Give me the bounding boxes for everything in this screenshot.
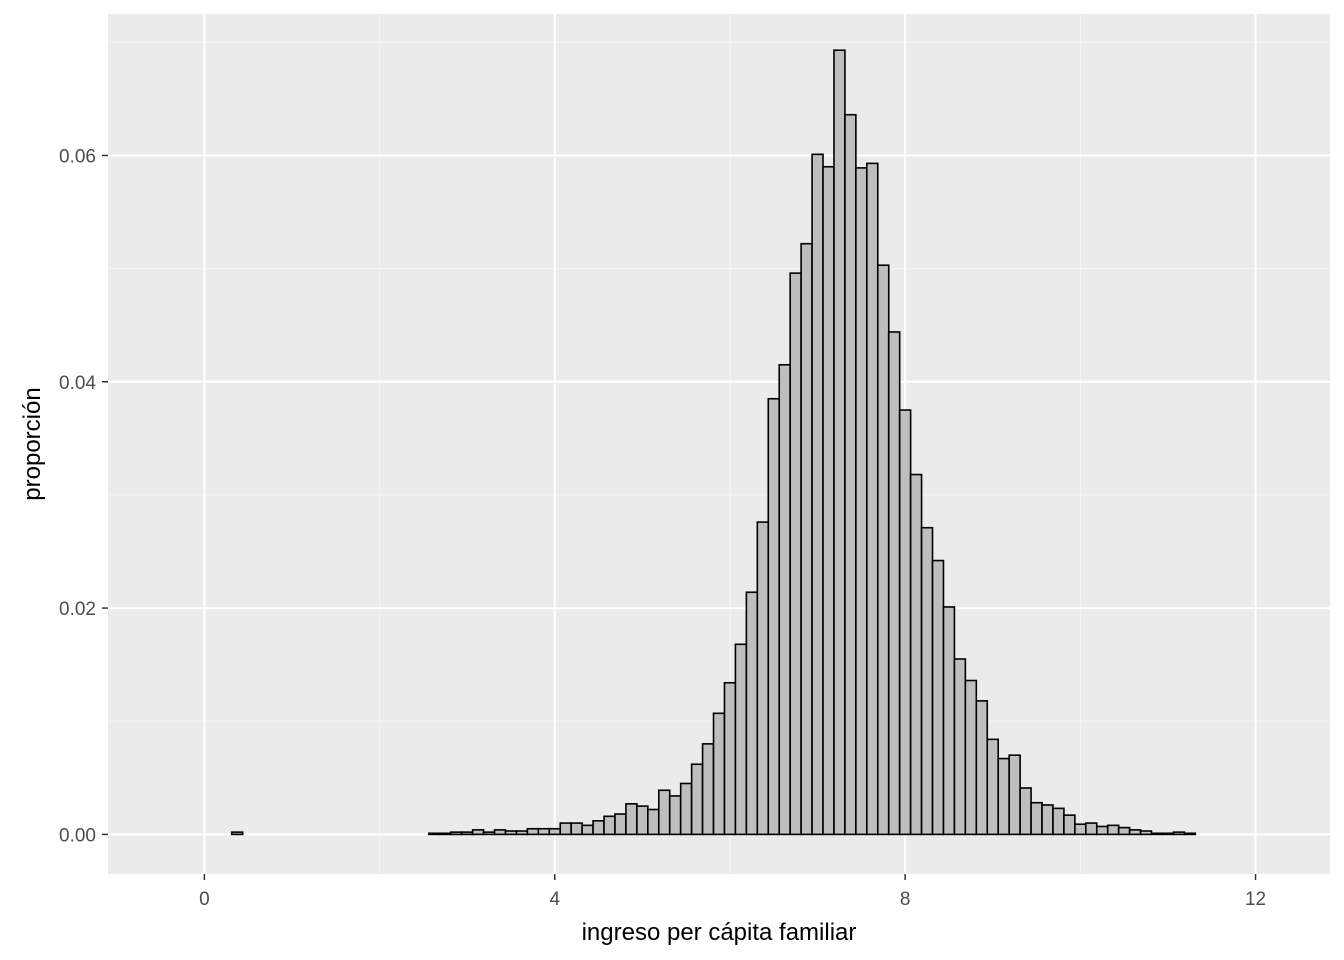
histogram-bar [909,473,923,836]
histogram-bar [1183,832,1197,836]
histogram-bar [1052,807,1065,836]
histogram-bar [1161,832,1175,836]
x-axis-ticks: 0 4 8 12 [199,874,1266,910]
histogram-bar [1106,824,1120,836]
histogram-bar [789,272,802,836]
histogram-bar [493,829,507,836]
histogram-bar [855,167,868,836]
histogram-bar [920,526,934,836]
histogram-bar [1095,825,1109,836]
histogram-bar [811,153,824,836]
histogram-bar [592,820,605,836]
histogram-bar [1139,830,1153,836]
histogram-bar [1041,804,1054,836]
y-tick-label: 0.06 [59,146,96,167]
histogram-bar [471,829,485,836]
histogram-bar [898,409,912,836]
histogram-bar [1074,823,1087,836]
histogram-bar [734,643,748,836]
x-tick-label: 4 [549,889,560,910]
x-tick-label: 12 [1245,889,1266,910]
histogram-bar [438,832,452,836]
histogram-bar [230,831,244,836]
histogram-bar [657,789,671,836]
histogram-bar [1030,801,1043,836]
histogram-bar [866,162,879,836]
y-tick-label: 0.04 [59,373,96,394]
histogram-bar [559,822,572,836]
histogram-bar [515,830,529,836]
histogram-bar [778,363,791,836]
histogram-bar [614,813,627,836]
histogram-bar [526,827,540,836]
histogram-bar [1128,829,1142,836]
histogram-bar [460,831,474,836]
histogram-bar [964,679,978,836]
histogram-bar [1063,814,1076,836]
histogram-bar [625,803,638,836]
histogram-bar [876,264,890,836]
histogram-bar [1085,822,1098,836]
histogram-bar [1117,826,1131,836]
histogram-bar [537,827,551,836]
histogram-bar [997,757,1010,836]
x-tick-label: 0 [199,889,210,910]
histogram-bar [1150,832,1164,836]
histogram-bar [931,559,945,836]
histogram-bar [504,830,518,836]
histogram-bar [953,658,967,836]
histogram-bar [690,763,704,836]
histogram-bar [887,331,901,836]
y-axis-title: proporción [19,387,46,500]
histogram-bar [570,822,583,836]
histogram-bar [636,805,649,836]
histogram-bar [767,397,781,836]
histogram-bar [701,743,715,836]
histogram-bar [822,165,835,836]
y-tick-label: 0.00 [59,825,96,846]
histogram-bar [756,521,770,836]
histogram-bar [428,832,441,836]
histogram-bar [1172,831,1186,836]
histogram-bar [449,831,463,836]
histogram-bar [581,824,594,836]
y-tick-label: 0.02 [59,599,96,620]
histogram-bar [844,113,857,836]
histogram-bar [1019,787,1032,836]
histogram-bar [833,49,846,836]
histogram-bar [800,242,813,836]
y-axis-ticks: 0.00 0.02 0.04 0.06 [59,146,108,846]
x-tick-label: 8 [900,889,911,910]
histogram-bar [668,795,682,836]
histogram-bar [548,827,562,836]
histogram-bar [1008,754,1021,836]
histogram-bar [482,831,496,836]
histogram-bar [603,815,616,836]
histogram-bar [975,700,989,836]
histogram-bar [647,808,660,836]
histogram-bar [723,681,737,836]
histogram-bar [942,606,956,836]
histogram-bars [230,49,1197,836]
x-axis-title: ingreso per cápita familiar [582,919,857,946]
histogram-bar [986,738,1000,836]
histogram-bar [679,782,693,836]
histogram-bar [712,712,726,836]
histogram-bar [745,591,759,836]
